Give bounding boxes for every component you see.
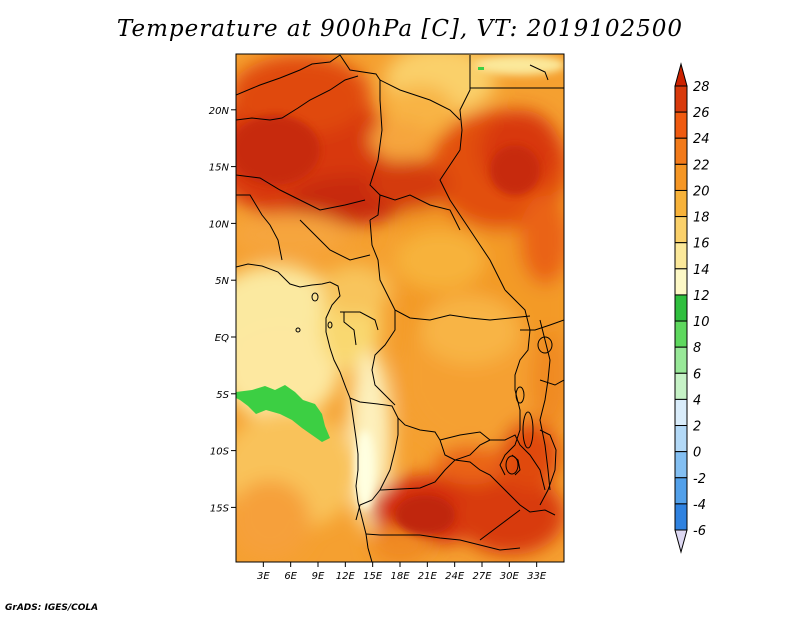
colorbar-label: 10	[693, 315, 710, 330]
colorbar-label: 20	[693, 184, 710, 199]
lat-tick-label: 5N	[215, 276, 229, 287]
colorbar-segment	[674, 372, 688, 400]
colorbar-label: 18	[693, 211, 710, 226]
lon-tick-label: 12E	[336, 571, 356, 582]
lat-tick-label: 10N	[209, 219, 230, 230]
colorbar-bottom-arrow	[674, 529, 688, 554]
lon-tick-label: 6E	[284, 571, 297, 582]
lon-tick-label: 33E	[527, 571, 547, 582]
colorbar-label: 14	[693, 263, 710, 278]
colorbar-label: -4	[693, 498, 706, 513]
lat-tick-label: 15N	[209, 163, 230, 174]
colorbar-segment	[674, 85, 688, 113]
lon-tick-label: 27E	[472, 571, 492, 582]
colorbar-segment	[674, 137, 688, 165]
colorbar-label: 24	[693, 132, 710, 147]
lon-tick-label: 3E	[257, 571, 270, 582]
lon-tick-label: 18E	[390, 571, 410, 582]
lakes-outline	[295, 292, 553, 475]
colorbar-label: -6	[693, 524, 706, 539]
lon-tick-label: 21E	[418, 571, 438, 582]
country-borders	[236, 54, 564, 562]
lat-tick-label: EQ	[215, 333, 229, 344]
colorbar-segment	[674, 425, 688, 453]
colorbar-top-arrow	[674, 62, 688, 87]
colorbar-segment	[674, 163, 688, 191]
colorbar-label: 6	[693, 367, 701, 382]
lon-tick-label: 24E	[445, 571, 465, 582]
lat-tick-label: 20N	[209, 106, 230, 117]
colorbar-label: 26	[693, 106, 710, 121]
colorbar-segment	[674, 451, 688, 479]
colorbar-segment	[674, 111, 688, 139]
colorbar-label: -2	[693, 472, 706, 487]
lat-tick-label: 10S	[210, 447, 230, 458]
colorbar-label: 28	[693, 80, 710, 95]
colorbar-segment	[674, 242, 688, 270]
lat-tick-label: 15S	[210, 503, 230, 514]
colorbar-segment	[674, 268, 688, 296]
latitude-axis: 20N 15N 10N 5N EQ 5S 10S 15S	[209, 106, 236, 514]
colorbar-segment	[674, 477, 688, 505]
colorbar-segment	[674, 189, 688, 218]
temperature-field	[236, 54, 564, 562]
chart-title: Temperature at 900hPa [C], VT: 201910250…	[116, 16, 684, 42]
colorbar-segment	[674, 503, 688, 531]
colorbar-label: 2	[693, 420, 701, 435]
lon-tick-label: 15E	[363, 571, 383, 582]
longitude-axis: 3E 6E 9E 12E 15E 18E 21E 24E 27E 30E 33E	[257, 562, 547, 582]
lat-tick-label: 5S	[216, 390, 229, 401]
colorbar-label: 4	[693, 393, 701, 408]
colorbar-segment	[674, 398, 688, 427]
colorbar-label: 16	[693, 237, 710, 252]
footer-credit: GrADS: IGES/COLA	[5, 603, 99, 613]
colorbar-segment	[674, 294, 688, 322]
colorbar-segment	[674, 320, 688, 348]
colorbar-segment	[674, 216, 688, 244]
lon-tick-label: 9E	[312, 571, 325, 582]
lon-tick-label: 30E	[500, 571, 520, 582]
colorbar-label: 0	[693, 446, 701, 461]
colorbar-segment	[674, 346, 688, 374]
colorbar-label: 12	[693, 289, 710, 304]
colorbar-label: 8	[693, 341, 701, 356]
colorbar-label: 22	[693, 158, 710, 173]
